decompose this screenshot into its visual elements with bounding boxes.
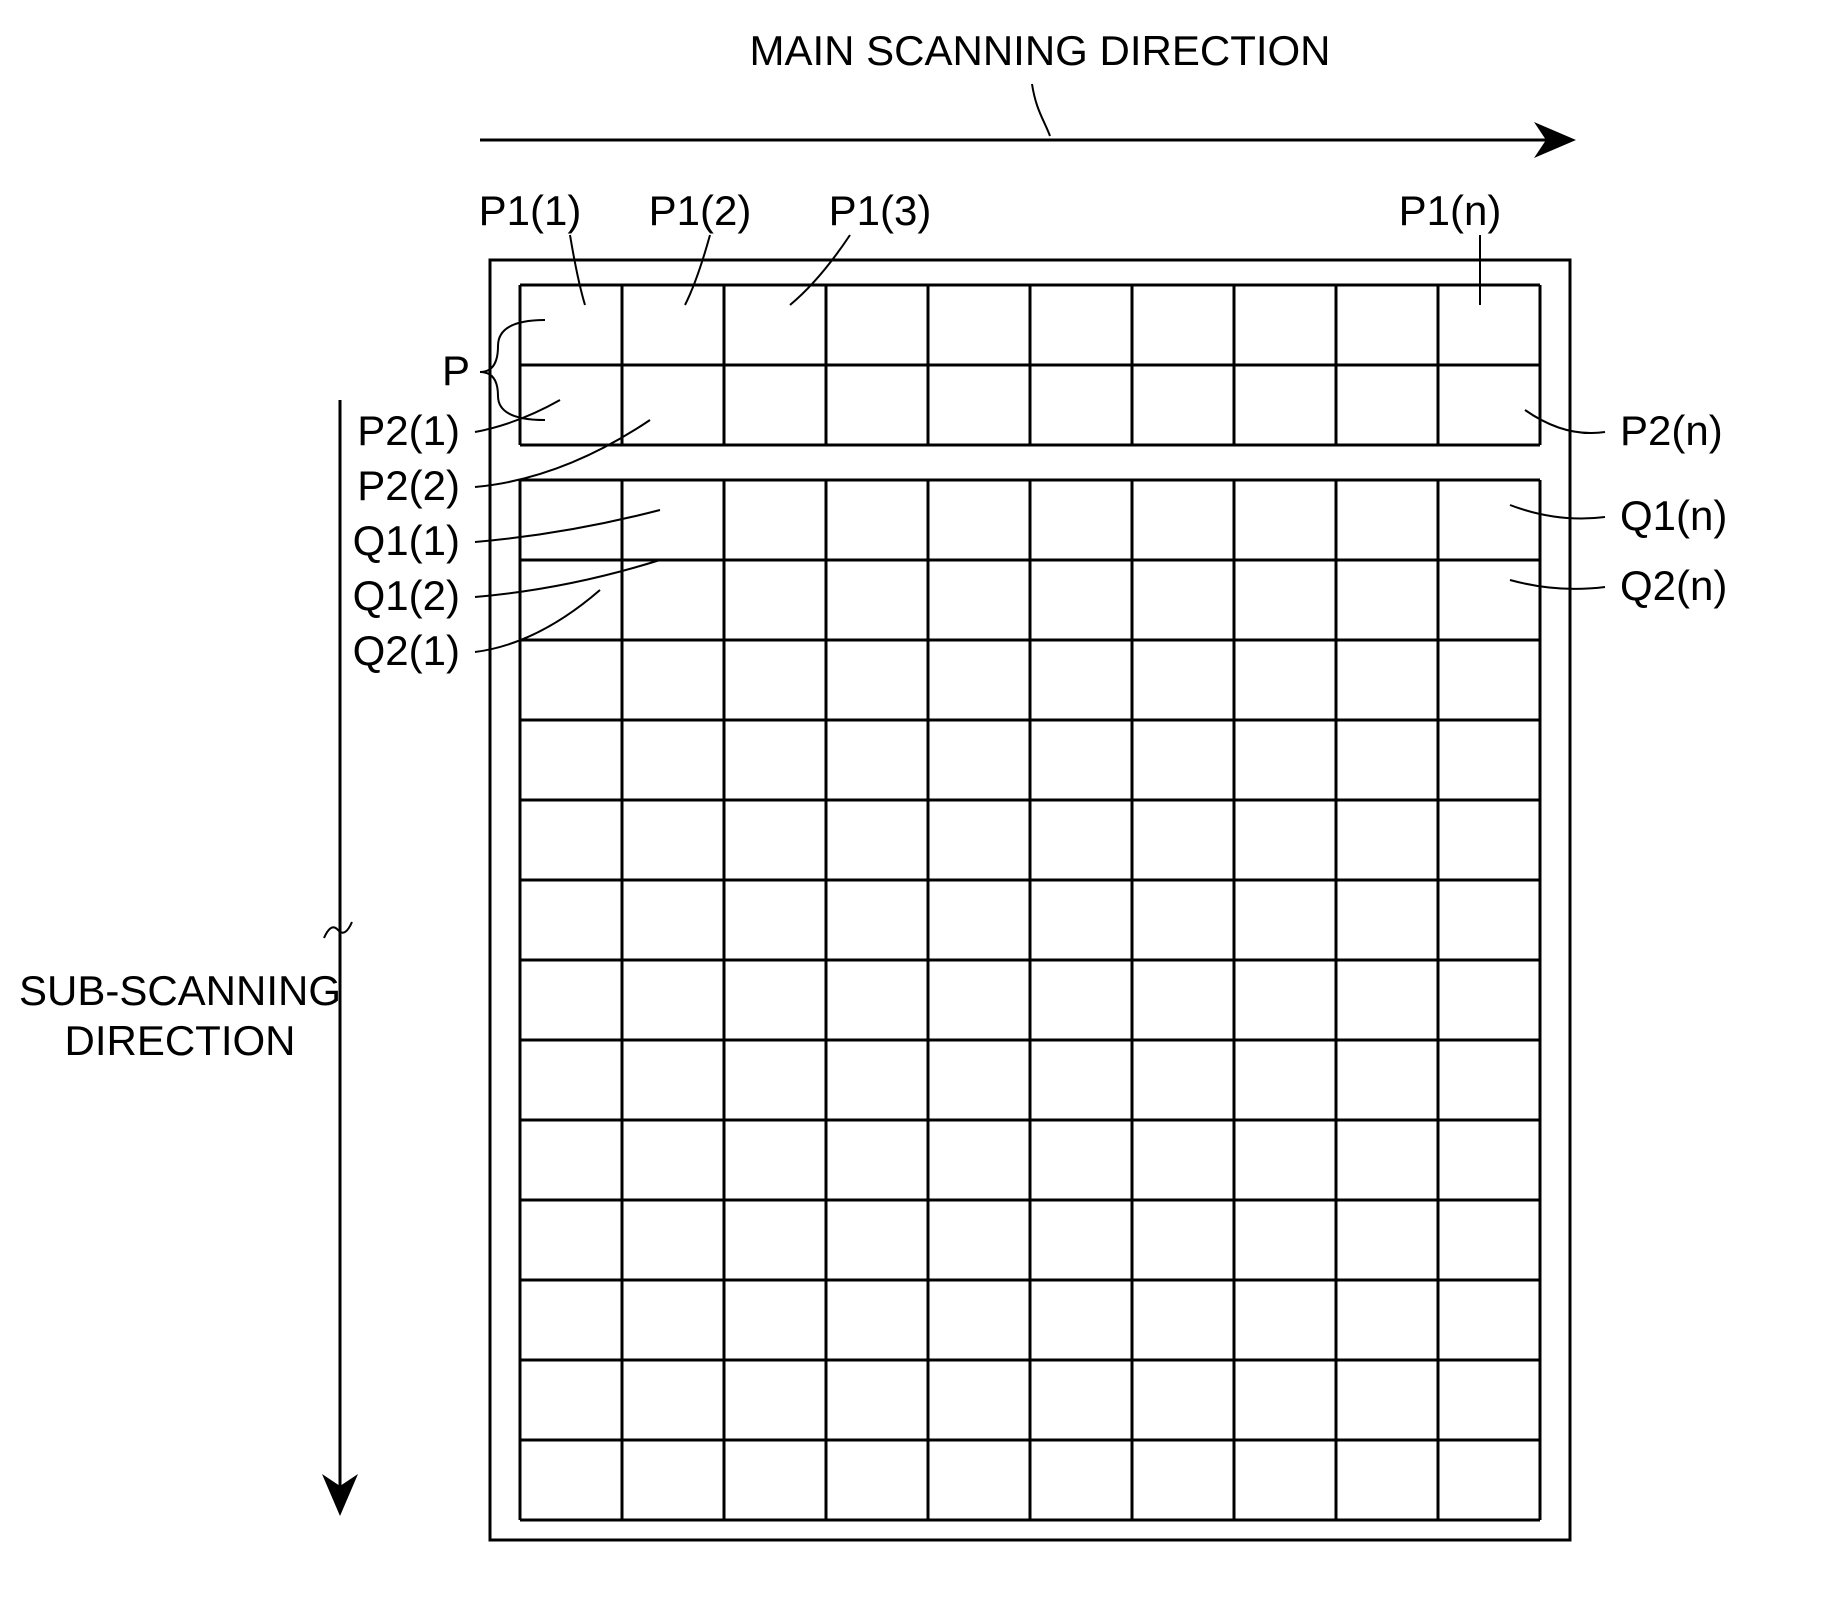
label-p1_2: P1(2) (649, 187, 752, 234)
label-q1_n: Q1(n) (1620, 492, 1727, 539)
leader-q1_1 (475, 510, 660, 542)
leader-q1_n (1510, 505, 1605, 519)
label-p1_n: P1(n) (1399, 187, 1502, 234)
leader-p2_n (1525, 410, 1605, 433)
leader-p1_3 (790, 235, 850, 305)
title-sub-scanning-line1: SUB-SCANNING (19, 967, 341, 1014)
leader-p1_1 (570, 235, 585, 305)
sub-arrow-tilde (324, 922, 352, 938)
label-p2_1: P2(1) (357, 407, 460, 454)
label-p1_3: P1(3) (829, 187, 932, 234)
label-q2_1: Q2(1) (353, 627, 460, 674)
leader-q2_1 (475, 590, 600, 652)
label-q1_2: Q1(2) (353, 572, 460, 619)
label-p2_n: P2(n) (1620, 407, 1723, 454)
grid-a (520, 285, 1540, 445)
leader-q1_2 (475, 560, 660, 597)
label-p2_2: P2(2) (357, 462, 460, 509)
title-main-scanning: MAIN SCANNING DIRECTION (749, 27, 1330, 74)
title-sub-scanning-line2: DIRECTION (65, 1017, 296, 1064)
label-p1_1: P1(1) (479, 187, 582, 234)
main-arrow-tick (1032, 84, 1050, 136)
label-q2_n: Q2(n) (1620, 562, 1727, 609)
label-p: P (442, 347, 470, 394)
label-q1_1: Q1(1) (353, 517, 460, 564)
leader-p1_2 (685, 235, 710, 305)
leader-p2_2 (475, 420, 650, 487)
grid-b (520, 480, 1540, 1520)
leader-q2_n (1510, 580, 1605, 589)
